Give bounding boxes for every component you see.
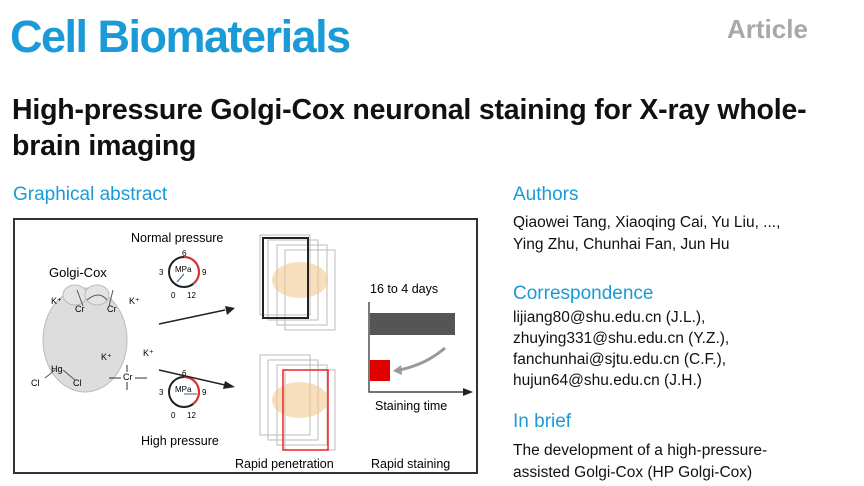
- cr-label: Cr: [123, 372, 133, 382]
- molecule-bonds: [44, 289, 114, 381]
- email-link[interactable]: hujun64@shu.edu.cn (J.H.): [513, 372, 702, 389]
- brain-bulb: [62, 284, 88, 306]
- normal-staining-bar: [370, 313, 455, 335]
- k-label: K⁺: [143, 348, 154, 358]
- high-staining-bar: [370, 360, 390, 381]
- in-brief-line: assisted Golgi-Cox (HP Golgi-Cox): [513, 464, 753, 481]
- in-brief-heading: In brief: [513, 411, 572, 432]
- gauge-tick: 0: [171, 411, 176, 420]
- gauge-unit: MPa: [175, 265, 192, 274]
- graphical-abstract-figure: Golgi-Cox K⁺ K⁺ Cr Cr K⁺ K⁺ Hg Cl Cl Cr …: [13, 218, 478, 474]
- arrow-icon: [223, 381, 235, 389]
- gauge-tick: 3: [159, 268, 164, 277]
- email-link[interactable]: fanchunhai@sjtu.edu.cn (C.F.),: [513, 351, 727, 368]
- k-label: K⁺: [51, 296, 62, 306]
- email-link[interactable]: lijiang80@shu.edu.cn (J.L.),: [513, 309, 706, 326]
- article-type-label: Article: [727, 14, 808, 44]
- gauge-tick: 6: [182, 369, 187, 378]
- high-pressure-label: High pressure: [141, 434, 219, 448]
- days-label: 16 to 4 days: [370, 282, 438, 296]
- gauge-tick: 12: [187, 291, 196, 300]
- slice-stack-high: [259, 354, 336, 451]
- graphical-abstract-heading: Graphical abstract: [13, 184, 168, 205]
- gauge-tick: 6: [182, 249, 187, 258]
- gauge-tick: 3: [159, 388, 164, 397]
- paper-title: High-pressure Golgi-Cox neuronal stainin…: [12, 94, 807, 162]
- in-brief-text: The development of a high-pressure- assi…: [513, 440, 767, 484]
- time-axis: [368, 302, 465, 393]
- rapid-staining-label: Rapid staining: [371, 457, 450, 471]
- gauge-tick: 9: [202, 268, 207, 277]
- cl-label: Cl: [73, 378, 82, 388]
- authors-line: Qiaowei Tang, Xiaoqing Cai, Yu Liu, ...,: [513, 214, 781, 231]
- journal-logo: Cell Biomaterials: [10, 11, 351, 62]
- staining-time-label: Staining time: [375, 399, 447, 413]
- correspondence-list: lijiang80@shu.edu.cn (J.L.), zhuying331@…: [513, 307, 729, 391]
- cr-label: Cr: [107, 304, 117, 314]
- graphical-abstract-svg: Golgi-Cox K⁺ K⁺ Cr Cr K⁺ K⁺ Hg Cl Cl Cr …: [31, 231, 473, 471]
- slice-stack-normal: [259, 234, 336, 331]
- correspondence-heading: Correspondence: [513, 283, 654, 304]
- cr-bonds: [109, 365, 147, 390]
- authors-list: Qiaowei Tang, Xiaoqing Cai, Yu Liu, ...,…: [513, 212, 780, 256]
- cl-label: Cl: [31, 378, 40, 388]
- gauge-tick: 12: [187, 411, 196, 420]
- authors-heading: Authors: [513, 184, 579, 205]
- email-link[interactable]: zhuying331@shu.edu.cn (Y.Z.),: [513, 330, 730, 347]
- normal-pressure-label: Normal pressure: [131, 231, 223, 245]
- in-brief-line: The development of a high-pressure-: [513, 442, 768, 459]
- brain-shape: [42, 287, 128, 393]
- k-label: K⁺: [101, 352, 112, 362]
- gauge-unit: MPa: [175, 385, 192, 394]
- cr-label: Cr: [75, 304, 85, 314]
- authors-line: Ying Zhu, Chunhai Fan, Jun Hu: [513, 236, 730, 253]
- arrow-icon: [225, 306, 235, 315]
- gauge-tick: 0: [171, 291, 176, 300]
- gauge-tick: 9: [202, 388, 207, 397]
- hg-label: Hg: [51, 364, 63, 374]
- rapid-penetration-label: Rapid penetration: [235, 457, 334, 471]
- curved-arrow-icon: [398, 346, 446, 372]
- k-label: K⁺: [129, 296, 140, 306]
- golgi-cox-label: Golgi-Cox: [49, 265, 107, 280]
